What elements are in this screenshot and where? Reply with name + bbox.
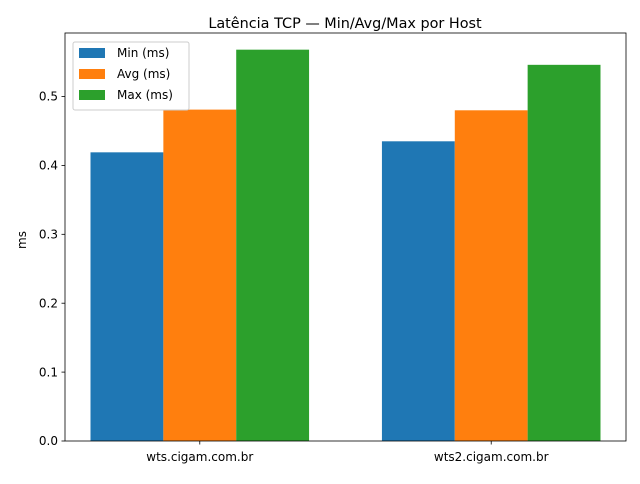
chart-title: Latência TCP — Min/Avg/Max por Host <box>208 16 482 32</box>
y-tick-label: 0.1 <box>39 365 58 379</box>
bar-1-2 <box>381 141 455 442</box>
y-axis: 0.0 0.1 0.2 0.3 0.4 0.5 <box>39 90 65 448</box>
legend-label: Max (ms) <box>117 88 173 102</box>
bars-layer <box>90 49 601 442</box>
legend-label: Avg (ms) <box>117 67 170 81</box>
y-tick-label: 0.2 <box>39 296 58 310</box>
x-tick-label: wts2.cigam.com.br <box>434 450 549 464</box>
legend-swatch <box>79 90 105 100</box>
plot-frame <box>64 32 627 442</box>
y-tick-label: 0.5 <box>39 90 58 104</box>
y-tick-label: 0.4 <box>39 159 58 173</box>
y-tick-label: 0.0 <box>39 434 58 448</box>
legend-swatch <box>79 48 105 58</box>
y-tick-label: 0.3 <box>39 228 58 242</box>
bar-3-1 <box>236 49 310 442</box>
legend-label: Min (ms) <box>117 46 169 60</box>
bar-2-2 <box>454 110 528 442</box>
bar-1-1 <box>90 152 164 441</box>
x-axis: wts.cigam.com.br wts2.cigam.com.br <box>146 441 549 464</box>
axes-spines <box>64 32 627 442</box>
y-axis-label: ms <box>15 231 29 249</box>
legend: Min (ms) Avg (ms) Max (ms) <box>72 41 190 111</box>
bar-3-2 <box>527 64 601 441</box>
legend-swatch <box>79 69 105 79</box>
bar-2-1 <box>163 109 237 442</box>
x-tick-label: wts.cigam.com.br <box>146 450 253 464</box>
